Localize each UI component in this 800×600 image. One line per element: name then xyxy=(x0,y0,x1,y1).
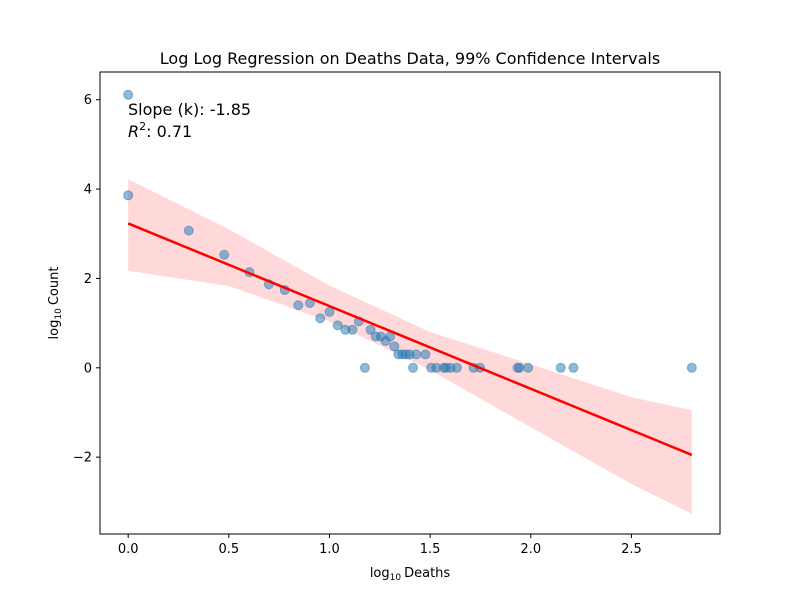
y-axis-ticks: −2 0 2 4 6 xyxy=(73,93,100,466)
data-point xyxy=(514,362,525,373)
plot-frame xyxy=(99,71,721,535)
data-point xyxy=(324,306,335,317)
data-point xyxy=(420,349,431,360)
confidence-band-layer xyxy=(128,179,692,514)
data-point xyxy=(332,320,343,331)
x-tick-label: 1.0 xyxy=(319,542,340,557)
data-point xyxy=(183,225,194,236)
data-point xyxy=(359,362,370,373)
x-axis-label-log: log xyxy=(370,566,390,581)
regression-line-layer xyxy=(127,222,693,457)
y-axis-label-text: Count xyxy=(47,267,62,306)
r-squared-annotation: R2: 0.71 xyxy=(128,120,192,141)
regression-line xyxy=(127,222,693,457)
x-tick-label: 2.0 xyxy=(520,542,541,557)
data-point xyxy=(408,362,419,373)
data-point xyxy=(451,362,462,373)
r-squared-symbol: R xyxy=(128,122,139,141)
data-point xyxy=(219,249,230,260)
data-point xyxy=(568,362,579,373)
x-axis-label-text: Deaths xyxy=(404,566,450,581)
y-tick-label: 4 xyxy=(84,183,92,198)
x-axis-label: log10 Deaths xyxy=(370,566,451,583)
data-point xyxy=(411,349,422,360)
data-point xyxy=(389,341,400,352)
data-point xyxy=(686,362,697,373)
y-tick-label: 0 xyxy=(84,361,92,376)
data-point xyxy=(365,324,376,335)
y-axis-label-log: log xyxy=(47,320,62,340)
y-tick-label: 2 xyxy=(84,272,92,287)
x-axis-label-subscript: 10 xyxy=(390,573,402,583)
data-point xyxy=(555,362,566,373)
slope-annotation: Slope (k): -1.85 xyxy=(128,100,251,119)
data-point xyxy=(523,362,534,373)
x-axis-ticks: 0.0 0.5 1.0 1.5 2.0 2.5 xyxy=(118,534,642,557)
data-point xyxy=(123,190,134,201)
data-point xyxy=(347,324,358,335)
y-tick-label: −2 xyxy=(73,451,92,466)
confidence-band xyxy=(128,179,692,514)
r-squared-exponent: 2 xyxy=(139,120,146,133)
data-point xyxy=(123,89,134,100)
x-tick-label: 0.0 xyxy=(118,542,139,557)
r-squared-value: : 0.71 xyxy=(146,122,192,141)
data-point xyxy=(293,300,304,311)
x-tick-label: 0.5 xyxy=(218,542,239,557)
chart-title: Log Log Regression on Deaths Data, 99% C… xyxy=(160,49,660,68)
x-tick-label: 1.5 xyxy=(420,542,441,557)
x-tick-label: 2.5 xyxy=(621,542,642,557)
scatter-points-layer xyxy=(123,89,697,373)
data-point xyxy=(315,313,326,324)
y-axis-label-subscript: 10 xyxy=(54,308,64,320)
y-axis-label: log10 Count xyxy=(47,267,64,340)
y-tick-label: 6 xyxy=(84,93,92,108)
